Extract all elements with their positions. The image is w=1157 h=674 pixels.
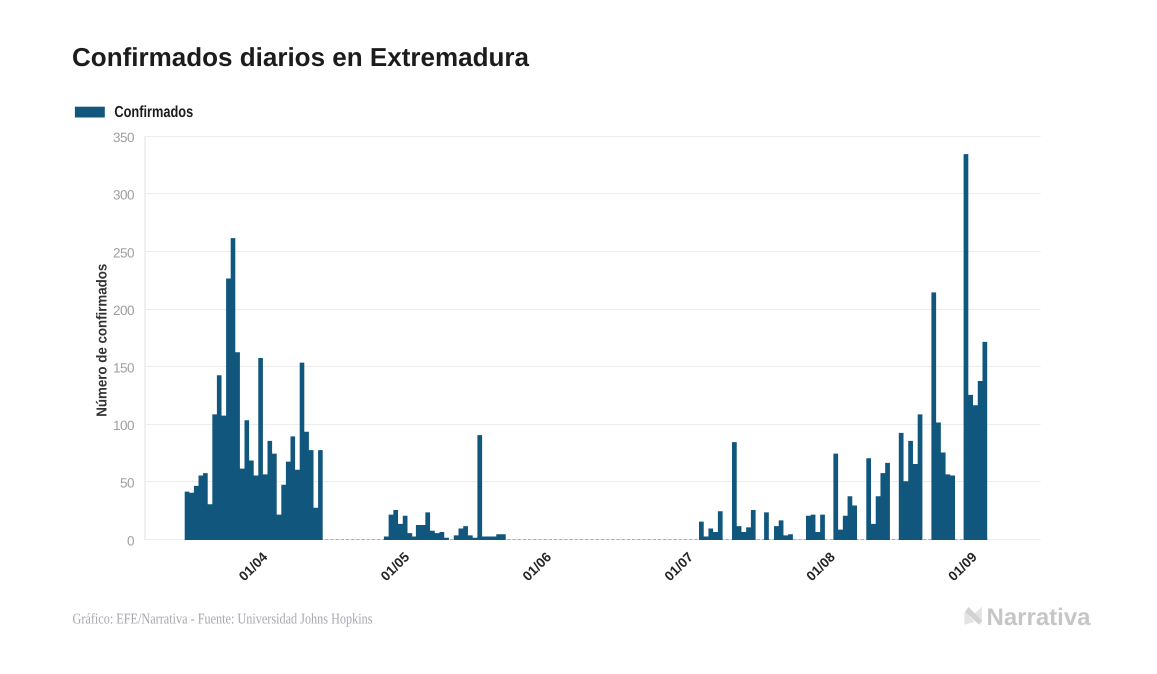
svg-text:0: 0 bbox=[127, 533, 134, 548]
svg-text:300: 300 bbox=[113, 188, 134, 203]
svg-text:100: 100 bbox=[113, 418, 134, 433]
svg-text:250: 250 bbox=[113, 245, 134, 260]
svg-text:Gráfico: EFE/Narrativa - Fuent: Gráfico: EFE/Narrativa - Fuente: Univers… bbox=[73, 612, 373, 628]
svg-text:350: 350 bbox=[113, 130, 134, 145]
svg-text:50: 50 bbox=[120, 476, 134, 491]
svg-text:200: 200 bbox=[113, 303, 134, 318]
svg-text:Número de confirmados: Número de confirmados bbox=[95, 264, 111, 417]
svg-text:150: 150 bbox=[113, 361, 134, 376]
svg-text:Confirmados: Confirmados bbox=[114, 104, 193, 121]
svg-text:Narrativa: Narrativa bbox=[987, 604, 1092, 631]
svg-text:Confirmados diarios en Extrema: Confirmados diarios en Extremadura bbox=[72, 42, 530, 72]
